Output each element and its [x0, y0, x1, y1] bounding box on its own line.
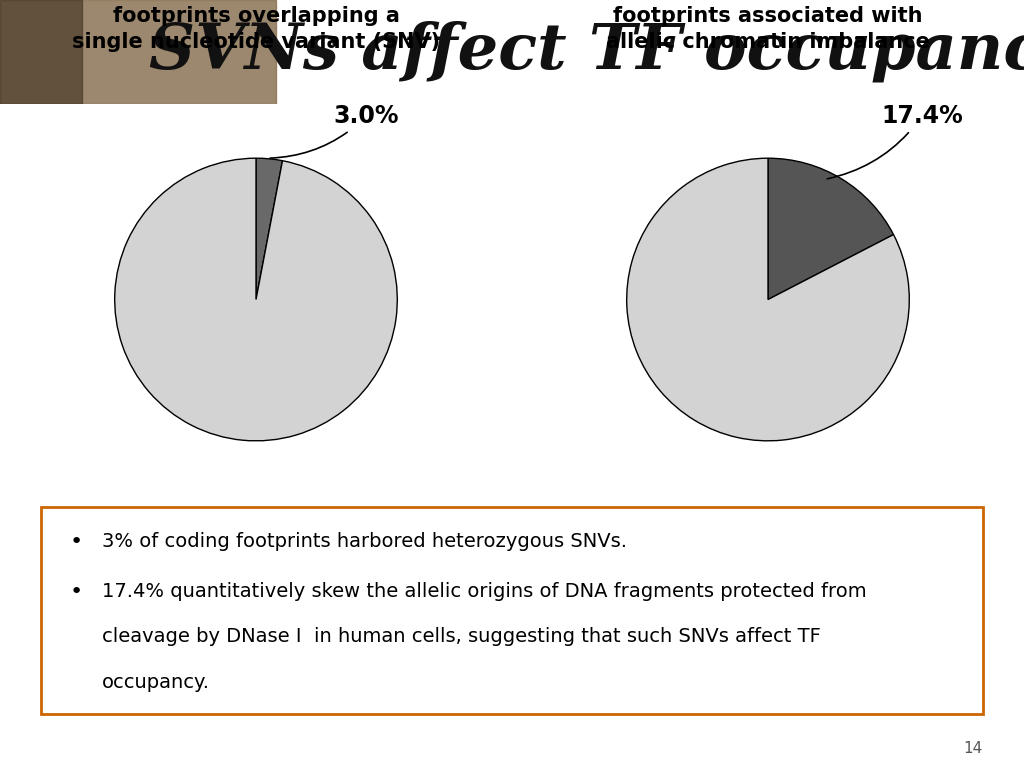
Text: 17.4%: 17.4% — [827, 104, 963, 179]
Text: occupancy.: occupancy. — [102, 673, 210, 692]
Bar — [0, 0, 276, 104]
Text: SVNs affect TF occupancy: SVNs affect TF occupancy — [150, 21, 1024, 83]
Text: 17.4% quantitatively skew the allelic origins of DNA fragments protected from: 17.4% quantitatively skew the allelic or… — [102, 581, 867, 601]
Text: •: • — [70, 531, 83, 551]
Text: •: • — [70, 581, 83, 601]
Text: 3.0%: 3.0% — [270, 104, 399, 158]
Text: % of coding SNVs within
footprints associated with
allelic chromatin imbalance: % of coding SNVs within footprints assoc… — [606, 0, 930, 52]
Text: % of coding DNaseI
footprints overlapping a
single nucleotide variant (SNV): % of coding DNaseI footprints overlappin… — [72, 0, 440, 52]
Wedge shape — [115, 158, 397, 441]
Text: cleavage by DNase I  in human cells, suggesting that such SNVs affect TF: cleavage by DNase I in human cells, sugg… — [102, 627, 821, 646]
Text: 3% of coding footprints harbored heterozygous SNVs.: 3% of coding footprints harbored heteroz… — [102, 531, 627, 551]
Text: 14: 14 — [964, 741, 983, 756]
FancyBboxPatch shape — [41, 507, 983, 714]
Wedge shape — [256, 158, 283, 300]
Wedge shape — [627, 158, 909, 441]
Bar — [0, 0, 82, 104]
Wedge shape — [768, 158, 894, 300]
